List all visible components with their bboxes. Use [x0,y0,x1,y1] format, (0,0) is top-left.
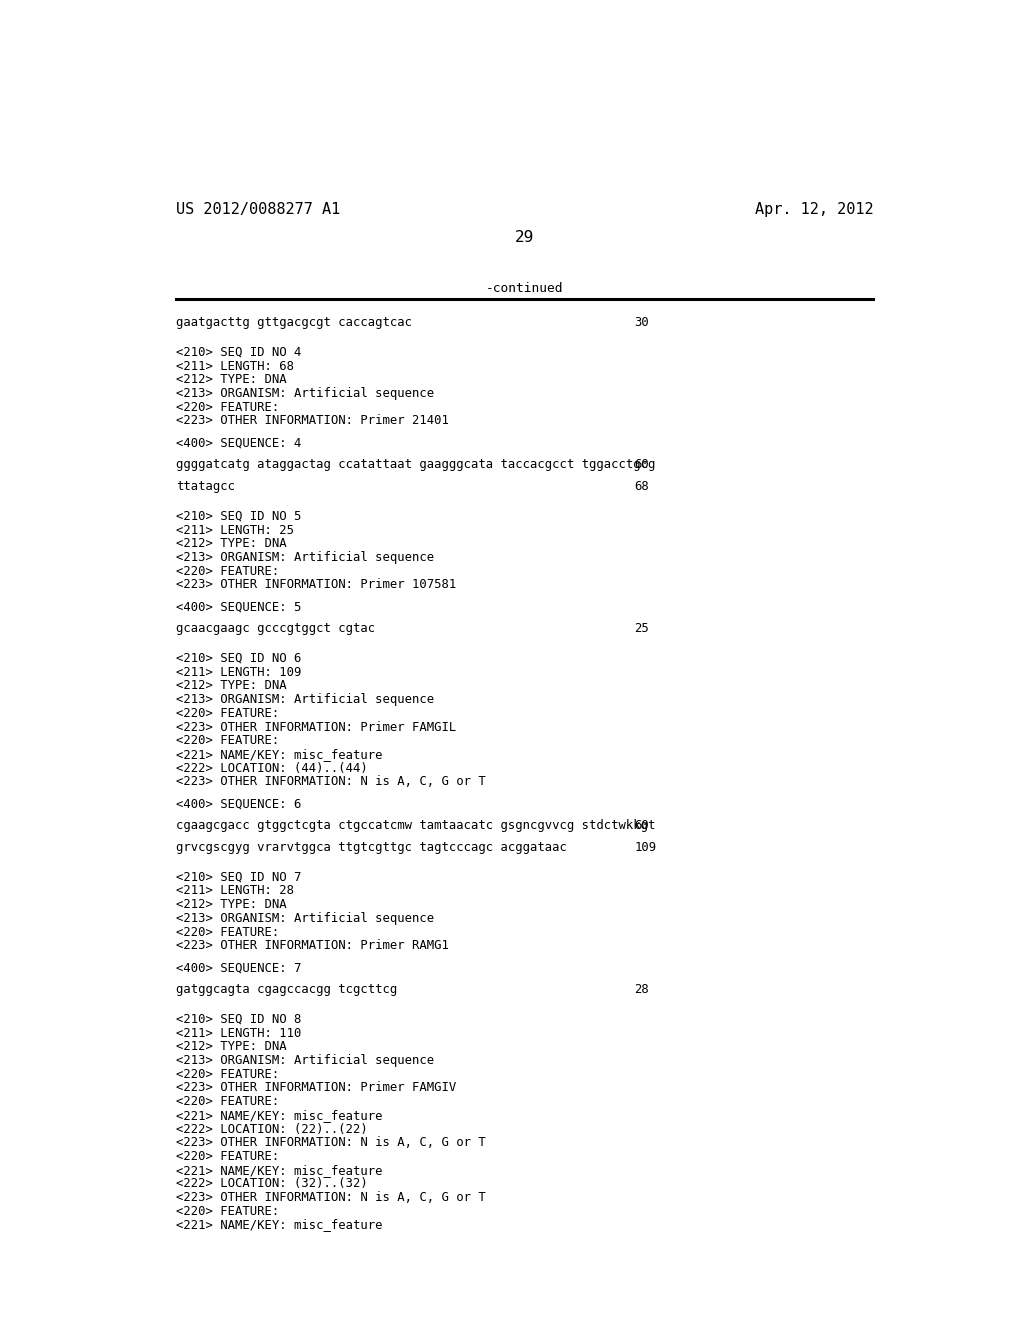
Text: <220> FEATURE:: <220> FEATURE: [176,1068,280,1081]
Text: <220> FEATURE:: <220> FEATURE: [176,1205,280,1218]
Text: <212> TYPE: DNA: <212> TYPE: DNA [176,680,287,693]
Text: <220> FEATURE:: <220> FEATURE: [176,706,280,719]
Text: <220> FEATURE:: <220> FEATURE: [176,401,280,413]
Text: <220> FEATURE:: <220> FEATURE: [176,1150,280,1163]
Text: <220> FEATURE:: <220> FEATURE: [176,565,280,578]
Text: gaatgacttg gttgacgcgt caccagtcac: gaatgacttg gttgacgcgt caccagtcac [176,315,413,329]
Text: ggggatcatg ataggactag ccatattaat gaagggcata taccacgcct tggacctgcg: ggggatcatg ataggactag ccatattaat gaagggc… [176,458,655,471]
Text: <220> FEATURE:: <220> FEATURE: [176,925,280,939]
Text: <221> NAME/KEY: misc_feature: <221> NAME/KEY: misc_feature [176,1164,383,1176]
Text: <210> SEQ ID NO 5: <210> SEQ ID NO 5 [176,510,302,523]
Text: 68: 68 [634,480,649,492]
Text: <211> LENGTH: 68: <211> LENGTH: 68 [176,359,295,372]
Text: <223> OTHER INFORMATION: Primer FAMGIL: <223> OTHER INFORMATION: Primer FAMGIL [176,721,457,734]
Text: <211> LENGTH: 25: <211> LENGTH: 25 [176,524,295,536]
Text: <212> TYPE: DNA: <212> TYPE: DNA [176,898,287,911]
Text: <211> LENGTH: 28: <211> LENGTH: 28 [176,884,295,898]
Text: US 2012/0088277 A1: US 2012/0088277 A1 [176,202,341,216]
Text: <213> ORGANISM: Artificial sequence: <213> ORGANISM: Artificial sequence [176,912,434,925]
Text: <220> FEATURE:: <220> FEATURE: [176,734,280,747]
Text: <210> SEQ ID NO 4: <210> SEQ ID NO 4 [176,346,302,359]
Text: <212> TYPE: DNA: <212> TYPE: DNA [176,537,287,550]
Text: <223> OTHER INFORMATION: Primer 107581: <223> OTHER INFORMATION: Primer 107581 [176,578,457,591]
Text: <400> SEQUENCE: 7: <400> SEQUENCE: 7 [176,961,302,974]
Text: <400> SEQUENCE: 6: <400> SEQUENCE: 6 [176,797,302,810]
Text: <222> LOCATION: (44)..(44): <222> LOCATION: (44)..(44) [176,762,369,775]
Text: <212> TYPE: DNA: <212> TYPE: DNA [176,1040,287,1053]
Text: gatggcagta cgagccacgg tcgcttcg: gatggcagta cgagccacgg tcgcttcg [176,983,397,997]
Text: <223> OTHER INFORMATION: Primer 21401: <223> OTHER INFORMATION: Primer 21401 [176,414,450,428]
Text: <212> TYPE: DNA: <212> TYPE: DNA [176,374,287,387]
Text: <210> SEQ ID NO 8: <210> SEQ ID NO 8 [176,1012,302,1026]
Text: <210> SEQ ID NO 6: <210> SEQ ID NO 6 [176,652,302,665]
Text: 29: 29 [515,230,535,244]
Text: <222> LOCATION: (32)..(32): <222> LOCATION: (32)..(32) [176,1177,369,1191]
Text: 28: 28 [634,983,649,997]
Text: <223> OTHER INFORMATION: N is A, C, G or T: <223> OTHER INFORMATION: N is A, C, G or… [176,1137,486,1150]
Text: grvcgscgyg vrarvtggca ttgtcgttgc tagtcccagc acggataac: grvcgscgyg vrarvtggca ttgtcgttgc tagtccc… [176,841,567,854]
Text: 60: 60 [634,458,649,471]
Text: Apr. 12, 2012: Apr. 12, 2012 [755,202,873,216]
Text: <223> OTHER INFORMATION: N is A, C, G or T: <223> OTHER INFORMATION: N is A, C, G or… [176,1191,486,1204]
Text: 30: 30 [634,315,649,329]
Text: <213> ORGANISM: Artificial sequence: <213> ORGANISM: Artificial sequence [176,387,434,400]
Text: <213> ORGANISM: Artificial sequence: <213> ORGANISM: Artificial sequence [176,1053,434,1067]
Text: cgaagcgacc gtggctcgta ctgccatcmw tamtaacatc gsgncgvvcg stdctwkkgt: cgaagcgacc gtggctcgta ctgccatcmw tamtaac… [176,818,655,832]
Text: <221> NAME/KEY: misc_feature: <221> NAME/KEY: misc_feature [176,748,383,760]
Text: <220> FEATURE:: <220> FEATURE: [176,1096,280,1107]
Text: <211> LENGTH: 110: <211> LENGTH: 110 [176,1027,302,1040]
Text: <211> LENGTH: 109: <211> LENGTH: 109 [176,665,302,678]
Text: <210> SEQ ID NO 7: <210> SEQ ID NO 7 [176,871,302,884]
Text: <223> OTHER INFORMATION: Primer FAMGIV: <223> OTHER INFORMATION: Primer FAMGIV [176,1081,457,1094]
Text: gcaacgaagc gcccgtggct cgtac: gcaacgaagc gcccgtggct cgtac [176,622,376,635]
Text: <213> ORGANISM: Artificial sequence: <213> ORGANISM: Artificial sequence [176,550,434,564]
Text: 60: 60 [634,818,649,832]
Text: <400> SEQUENCE: 5: <400> SEQUENCE: 5 [176,601,302,614]
Text: <223> OTHER INFORMATION: N is A, C, G or T: <223> OTHER INFORMATION: N is A, C, G or… [176,775,486,788]
Text: -continued: -continued [486,282,563,296]
Text: <222> LOCATION: (22)..(22): <222> LOCATION: (22)..(22) [176,1122,369,1135]
Text: <221> NAME/KEY: misc_feature: <221> NAME/KEY: misc_feature [176,1218,383,1232]
Text: <400> SEQUENCE: 4: <400> SEQUENCE: 4 [176,436,302,449]
Text: <213> ORGANISM: Artificial sequence: <213> ORGANISM: Artificial sequence [176,693,434,706]
Text: 109: 109 [634,841,656,854]
Text: <223> OTHER INFORMATION: Primer RAMG1: <223> OTHER INFORMATION: Primer RAMG1 [176,940,450,952]
Text: ttatagcc: ttatagcc [176,480,236,492]
Text: <221> NAME/KEY: misc_feature: <221> NAME/KEY: misc_feature [176,1109,383,1122]
Text: 25: 25 [634,622,649,635]
